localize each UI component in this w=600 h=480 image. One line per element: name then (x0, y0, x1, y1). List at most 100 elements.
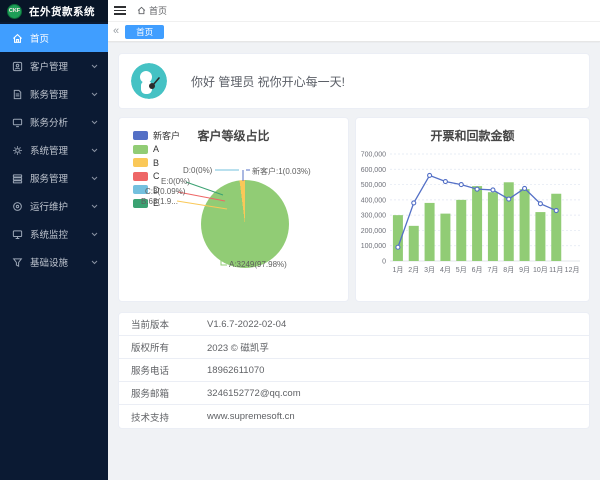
customer-icon (12, 61, 23, 71)
legend-swatch (133, 198, 148, 208)
pie-label-e: E:0(0%) (161, 177, 190, 186)
customer-level-pie-card: 客户等级占比 新客户 A B (118, 117, 349, 302)
sidebar-item-label: 客户管理 (30, 62, 69, 73)
sidebar-item-operations[interactable]: 运行维护 (0, 192, 108, 220)
svg-text:1月: 1月 (392, 266, 403, 274)
svg-text:6月: 6月 (472, 266, 483, 274)
chevron-down-icon (91, 232, 98, 237)
info-label: 技术支持 (131, 412, 170, 424)
svg-text:100,000: 100,000 (361, 243, 386, 250)
chevron-down-icon (91, 204, 98, 209)
avatar (131, 63, 167, 99)
sidebar-item-system-mgmt[interactable]: 系统管理 (0, 136, 108, 164)
legend-label: C (153, 171, 160, 182)
support-site-value: www.supremesoft.cn (207, 411, 295, 422)
svg-text:200,000: 200,000 (361, 228, 386, 235)
sidebar-item-infrastructure[interactable]: 基础设施 (0, 248, 108, 276)
legend-item-d[interactable]: D (133, 183, 180, 197)
sidebar-item-label: 首页 (30, 34, 50, 45)
table-row: 服务邮箱 3246152772@qq.com (119, 382, 589, 405)
collapse-tabs-icon[interactable]: « (113, 25, 120, 37)
info-label: 版权所有 (131, 343, 170, 354)
pie-label-a: A:3249(97.98%) (229, 260, 287, 269)
legend-item-e[interactable]: E (133, 197, 180, 211)
hamburger-menu-icon[interactable] (114, 6, 126, 15)
pie-label-b: B:63(1.9... (141, 197, 178, 206)
svg-text:10月: 10月 (533, 266, 548, 274)
phone-value: 18962611070 (207, 364, 265, 376)
infrastructure-icon (12, 257, 23, 267)
billing-icon (13, 89, 22, 99)
chevron-down-icon (91, 120, 98, 125)
sidebar-item-label: 系统管理 (30, 146, 69, 157)
sidebar-item-home[interactable]: 首页 (0, 24, 108, 52)
svg-text:11月: 11月 (549, 266, 563, 274)
home-icon (12, 33, 23, 43)
dashboard-content: 你好 管理员 祝你开心每一天! 客户等级占比 新客户 A (108, 43, 600, 480)
legend-item-b[interactable]: B (133, 156, 180, 170)
system-info-table: 当前版本 V1.6.7-2022-02-04 版权所有 2023 © 磁凯孚 服… (118, 312, 590, 429)
info-label: 当前版本 (131, 320, 170, 331)
logo-badge: CKF (7, 3, 22, 19)
home-icon (137, 6, 146, 15)
sidebar-item-customer-mgmt[interactable]: 客户管理 (0, 52, 108, 80)
tab-home[interactable]: 首页 (125, 24, 165, 39)
sidebar-item-billing-mgmt[interactable]: 账务管理 (0, 80, 108, 108)
svg-text:400,000: 400,000 (361, 197, 386, 204)
legend-swatch (133, 158, 148, 168)
legend-label: B (153, 157, 160, 168)
svg-text:2月: 2月 (408, 266, 419, 274)
legend-label: D (153, 184, 160, 195)
legend-item-new-customer[interactable]: 新客户 (133, 129, 180, 143)
legend-label: E (153, 198, 160, 209)
table-row: 当前版本 V1.6.7-2022-02-04 (119, 313, 589, 336)
chevron-down-icon (91, 92, 98, 97)
chevron-down-icon (91, 64, 98, 69)
maintenance-icon (13, 201, 22, 211)
charts-row: 客户等级占比 新客户 A B (118, 117, 590, 302)
info-label: 服务电话 (131, 366, 170, 377)
sidebar-item-system-monitor[interactable]: 系统监控 (0, 220, 108, 248)
legend-label: 新客户 (153, 131, 181, 142)
copyright-value: 2023 © 磁凯孚 (207, 343, 269, 354)
chevron-down-icon (91, 148, 98, 153)
chevron-down-icon (91, 260, 98, 265)
main-area: 首页 « 首页 你好 管理员 祝你开心每一天! (108, 0, 600, 480)
svg-text:9月: 9月 (519, 266, 530, 274)
pie-label-d: D:0(0%) (183, 166, 213, 175)
sidebar-item-label: 账务管理 (30, 90, 69, 101)
sidebar-item-billing-analysis[interactable]: 账务分析 (0, 108, 108, 136)
pie-label-new-customer: 新客户:1(0.03%) (252, 167, 311, 176)
legend-swatch (133, 185, 148, 195)
svg-text:0: 0 (382, 259, 386, 266)
legend-item-c[interactable]: C (133, 170, 180, 184)
svg-text:4月: 4月 (440, 266, 451, 274)
svg-text:7月: 7月 (487, 266, 498, 274)
sidebar-item-label: 系统监控 (30, 230, 69, 241)
sidebar-item-service-mgmt[interactable]: 服务管理 (0, 164, 108, 192)
analysis-icon (12, 118, 23, 127)
table-row: 服务电话 18962611070 (119, 359, 589, 382)
pie-chart-title: 客户等级占比 (197, 129, 270, 143)
legend-item-a[interactable]: A (133, 143, 180, 157)
svg-text:5月: 5月 (456, 266, 467, 274)
svg-text:3月: 3月 (424, 266, 435, 274)
breadcrumb[interactable]: 首页 (137, 4, 167, 17)
version-value: V1.6.7-2022-02-04 (207, 318, 287, 330)
sidebar-item-label: 账务分析 (30, 118, 69, 129)
chevron-down-icon (91, 176, 98, 181)
legend-swatch (133, 171, 148, 181)
table-row: 版权所有 2023 © 磁凯孚 (119, 336, 589, 359)
service-icon (12, 173, 23, 183)
bar-chart-title: 开票和回款金额 (430, 129, 515, 143)
app-title: 在外货款系统 (29, 5, 95, 18)
svg-text:700,000: 700,000 (361, 152, 386, 159)
legend-swatch (133, 131, 148, 141)
sidebar-item-label: 运行维护 (30, 202, 69, 213)
mascot-avatar-image (131, 63, 167, 99)
app-logo: CKF 在外货款系统 (0, 0, 108, 22)
sidebar-menu: 首页 客户管理 账务管理 账务分析 (0, 22, 108, 276)
monitor-icon (12, 229, 23, 239)
svg-text:12月: 12月 (565, 266, 580, 274)
